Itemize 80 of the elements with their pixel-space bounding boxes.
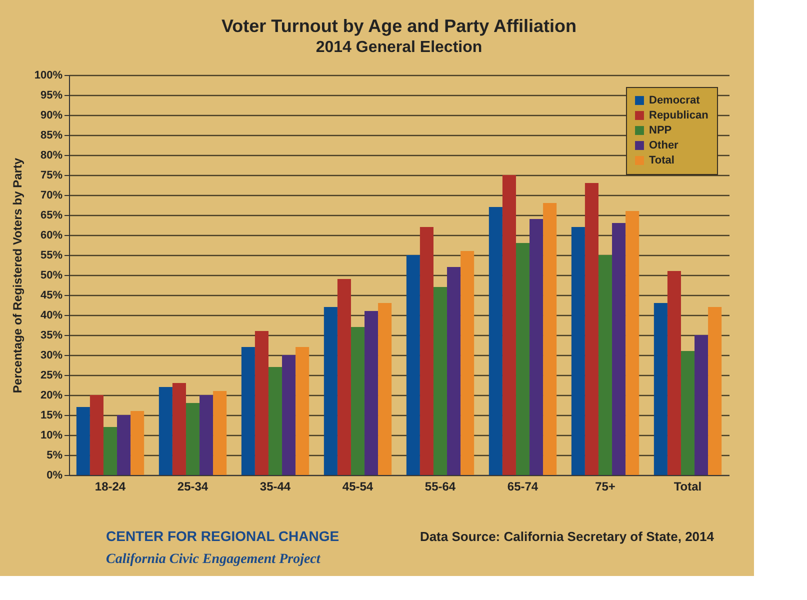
bar [103, 427, 118, 475]
y-tick-label: 40% [40, 310, 63, 322]
legend-label: NPP [649, 124, 672, 136]
y-tick-label: 45% [40, 290, 63, 302]
y-tick-label: 15% [40, 410, 63, 422]
bar [268, 367, 282, 475]
legend-label: Other [649, 140, 680, 152]
x-tick-label: Total [674, 480, 702, 494]
bar [667, 271, 681, 475]
bar [254, 331, 268, 475]
y-tick-label: 5% [46, 450, 63, 462]
y-tick-label: 50% [40, 270, 63, 282]
bar [654, 303, 668, 475]
bar [90, 395, 104, 475]
chart-subtitle: 2014 General Election [316, 39, 482, 56]
x-tick-label: 35-44 [260, 480, 291, 494]
text: California Civic Engagement Project [106, 552, 322, 567]
bar [200, 395, 214, 475]
bar [488, 207, 502, 475]
y-tick-label: 70% [40, 190, 63, 202]
source-note: Data Source: California Secretary of State, 2014 [420, 529, 715, 544]
bar [130, 411, 144, 475]
y-tick-label: 25% [40, 370, 63, 382]
bar [117, 415, 131, 475]
bar [680, 351, 695, 475]
bar [516, 243, 530, 475]
chart-title: Voter Turnout by Age and Party Affiliation [221, 16, 577, 36]
bar [213, 391, 227, 475]
y-tick-label: 10% [40, 430, 63, 442]
bar [296, 347, 310, 475]
bar [364, 311, 378, 475]
bar [420, 227, 434, 475]
bar [337, 279, 351, 475]
y-tick-label: 85% [40, 130, 63, 142]
legend-label: Total [649, 154, 674, 166]
bar [543, 203, 557, 475]
bar [447, 267, 461, 475]
bar [282, 355, 296, 475]
y-tick-label: 60% [40, 230, 63, 242]
y-tick-label: 80% [40, 150, 63, 162]
bar [158, 387, 172, 475]
bar [460, 251, 474, 475]
bar [626, 211, 640, 475]
x-tick-label: 55-64 [424, 480, 456, 494]
y-tick-label: 30% [40, 350, 63, 362]
bar [406, 255, 420, 475]
bar [324, 307, 338, 475]
y-tick-label: 35% [40, 330, 63, 342]
y-tick-label: 90% [40, 110, 63, 122]
bar [433, 287, 448, 475]
bar [598, 255, 612, 475]
bar [571, 227, 585, 475]
bar [708, 307, 722, 475]
y-tick-label: 0% [46, 470, 63, 482]
x-tick-label: 65-74 [507, 480, 538, 494]
y-tick-label: 65% [40, 210, 63, 222]
y-tick-label: 100% [34, 70, 63, 82]
bar [172, 383, 186, 475]
bar [584, 183, 598, 475]
text: CENTER FOR REGIONAL CHANGE [106, 528, 340, 544]
x-tick-label: 25-34 [177, 480, 208, 494]
y-tick-label: 55% [40, 250, 63, 262]
bar [378, 303, 392, 475]
legend-label: Democrat [649, 94, 700, 106]
bar [76, 407, 90, 475]
bar [612, 223, 626, 475]
x-tick-label: 18-24 [94, 480, 126, 494]
x-tick-label: 45-54 [342, 480, 374, 494]
bar [241, 347, 255, 475]
x-tick-label: 75+ [595, 480, 616, 494]
bar [502, 175, 516, 475]
y-tick-label: 75% [40, 170, 63, 182]
bar [186, 403, 200, 475]
bar [694, 335, 708, 475]
legend-label: Republican [649, 110, 709, 122]
y-tick-label: 95% [40, 90, 63, 102]
bar [530, 219, 544, 475]
bar [350, 327, 365, 475]
y-axis-title: Percentage of Registered Voters by Party [10, 158, 24, 394]
y-tick-label: 20% [40, 390, 63, 402]
